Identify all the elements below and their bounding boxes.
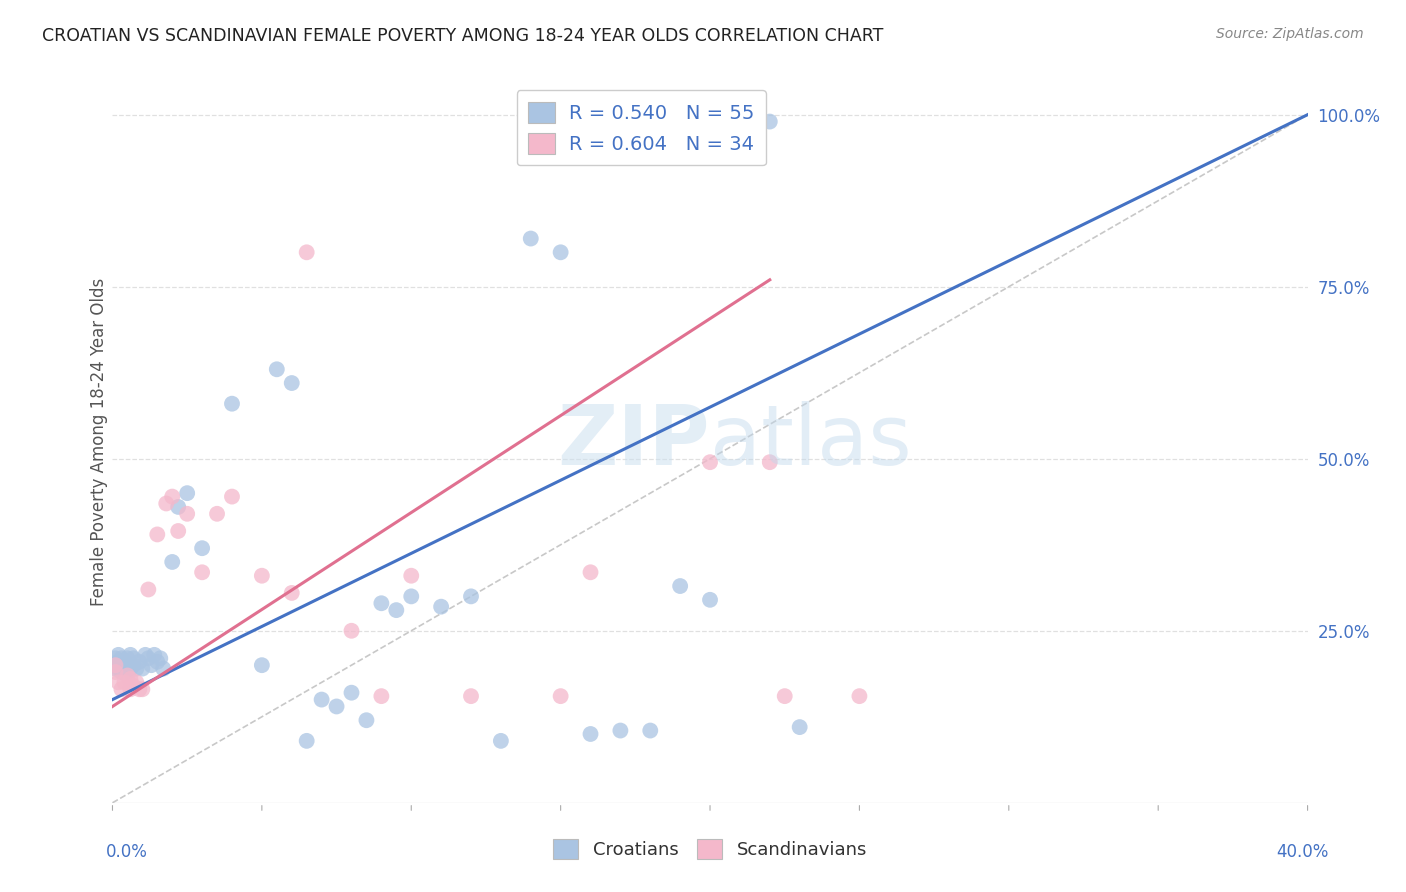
Point [848,689,870,703]
Point [141,658,163,673]
Point [146,527,169,541]
Point [167,524,190,538]
Point [114,662,135,676]
Point [699,592,721,607]
Point [281,586,304,600]
Text: atlas: atlas [710,401,911,482]
Point [401,590,423,604]
Point [146,655,169,669]
Point [125,675,148,690]
Point [117,665,139,679]
Text: 40.0%: 40.0% [1277,843,1329,861]
Point [489,734,512,748]
Point [149,651,172,665]
Point [122,679,145,693]
Point [162,490,183,504]
Y-axis label: Female Poverty Among 18-24 Year Olds: Female Poverty Among 18-24 Year Olds [90,277,108,606]
Point [250,658,273,673]
Point [104,665,127,679]
Text: CROATIAN VS SCANDINAVIAN FEMALE POVERTY AMONG 18-24 YEAR OLDS CORRELATION CHART: CROATIAN VS SCANDINAVIAN FEMALE POVERTY … [42,27,883,45]
Point [191,541,214,556]
Point [385,603,408,617]
Point [104,662,127,676]
Point [128,682,150,697]
Point [340,624,363,638]
Point [104,658,127,673]
Point [773,689,796,703]
Point [205,507,228,521]
Point [789,720,811,734]
Point [640,723,662,738]
Point [191,566,214,580]
Point [281,376,304,390]
Point [138,651,160,665]
Point [176,507,198,521]
Point [221,490,243,504]
Point [131,682,153,697]
Point [110,651,132,665]
Point [117,651,139,665]
Point [176,486,198,500]
Point [579,566,602,580]
Point [128,655,150,669]
Point [107,675,129,690]
Point [759,455,782,469]
Point [143,648,166,662]
Point [107,648,129,662]
Point [107,655,129,669]
Point [311,692,333,706]
Text: 0.0%: 0.0% [105,843,148,861]
Legend: Croatians, Scandinavians: Croatians, Scandinavians [546,831,875,866]
Point [370,689,392,703]
Text: Source: ZipAtlas.com: Source: ZipAtlas.com [1216,27,1364,41]
Point [104,658,127,673]
Point [325,699,347,714]
Point [114,675,135,690]
Point [699,455,721,469]
Point [266,362,288,376]
Point [609,723,631,738]
Point [110,658,132,673]
Point [430,599,453,614]
Point [104,651,127,665]
Point [107,662,129,676]
Point [110,682,132,697]
Point [669,579,692,593]
Point [167,500,190,514]
Point [131,662,153,676]
Point [162,555,183,569]
Point [152,662,174,676]
Point [117,668,139,682]
Point [122,658,145,673]
Point [401,568,423,582]
Point [340,686,363,700]
Point [579,727,602,741]
Point [356,713,378,727]
Point [221,397,243,411]
Point [550,689,572,703]
Point [134,648,156,662]
Point [295,245,318,260]
Point [110,665,132,679]
Point [460,590,482,604]
Point [120,662,142,676]
Text: ZIP: ZIP [558,401,710,482]
Point [370,596,392,610]
Point [138,582,160,597]
Point [120,672,142,686]
Point [125,662,148,676]
Point [759,114,782,128]
Point [550,245,572,260]
Point [120,648,142,662]
Point [250,568,273,582]
Point [114,655,135,669]
Point [460,689,482,703]
Point [155,496,177,510]
Point [122,651,145,665]
Point [295,734,318,748]
Point [120,682,142,697]
Point [520,231,543,245]
